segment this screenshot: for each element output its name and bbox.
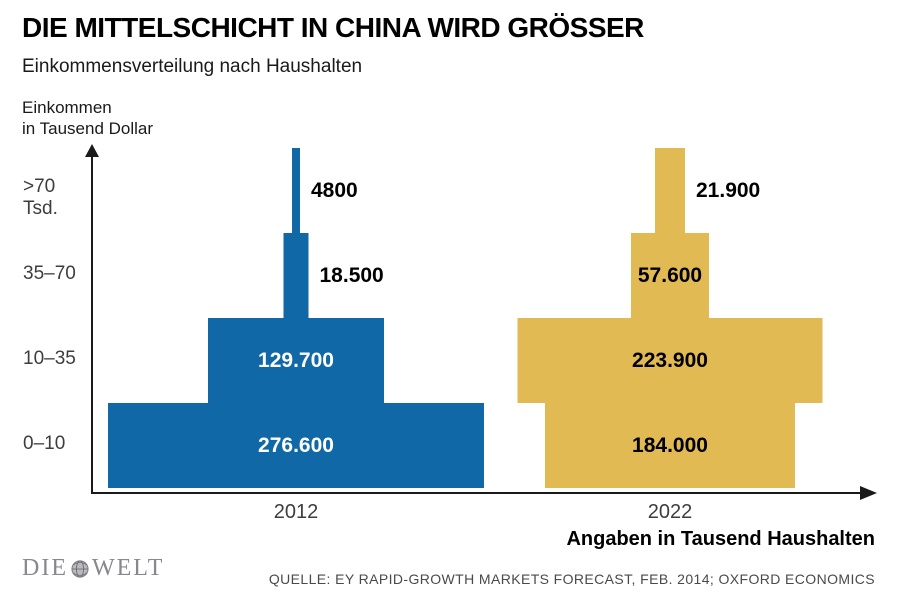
y-axis-title: Einkommen in Tausend Dollar [22, 98, 154, 138]
bar-value-label: 18.500 [319, 263, 384, 287]
bar-2012-over-70-tsd: 4800 [292, 148, 358, 233]
die-welt-logo: DIE WELT [22, 555, 164, 582]
page-subtitle: Einkommensverteilung nach Haushalten [22, 56, 363, 77]
bar-value-label: 21.900 [696, 178, 761, 202]
bar-2022-0-10: 184.000 [545, 403, 795, 488]
logo-text-die: DIE [22, 555, 68, 581]
bar-2012-0-10: 276.600 [108, 403, 484, 488]
bar-value-label: 184.000 [632, 433, 708, 457]
bar-value-label: 57.600 [637, 263, 703, 287]
page-title: DIE MITTELSCHICHT IN CHINA WIRD GRÖSSER [22, 12, 644, 43]
x-tick-label-2022: 2022 [647, 501, 693, 523]
x-axis-line [91, 492, 860, 494]
y-tick-label-35-70: 35–70 [23, 263, 76, 284]
source-credit: QUELLE: EY RAPID-GROWTH MARKETS FORECAST… [268, 571, 875, 587]
y-tick-label-0-10: 0–10 [23, 433, 66, 454]
bar-value-label: 276.600 [258, 433, 334, 457]
bar-2012-10-35: 129.700 [208, 318, 384, 403]
x-tick-label-2012: 2012 [273, 501, 319, 523]
bar-2022-10-35: 223.900 [517, 318, 823, 403]
logo-text-welt: WELT [91, 555, 165, 581]
y-tick-label-10-35: 10–35 [23, 348, 76, 369]
bar-2022-over-70-tsd: 21.900 [655, 148, 760, 233]
bar-value-label: 223.900 [632, 348, 708, 372]
y-axis-line [91, 152, 93, 493]
bar-value-label: 129.700 [258, 348, 334, 372]
y-tick-label-over-70-tsd: >70 Tsd. [23, 176, 58, 219]
x-axis-arrow-icon [860, 486, 877, 500]
bar-2022-35-70: 57.600 [631, 233, 709, 318]
globe-icon [71, 559, 89, 578]
x-axis-unit-note: Angaben in Tausend Haushalten [566, 528, 875, 550]
bar-value-label: 4800 [311, 178, 358, 202]
bar-2012-35-70: 18.500 [283, 233, 384, 318]
y-axis-arrow-icon [85, 144, 99, 157]
